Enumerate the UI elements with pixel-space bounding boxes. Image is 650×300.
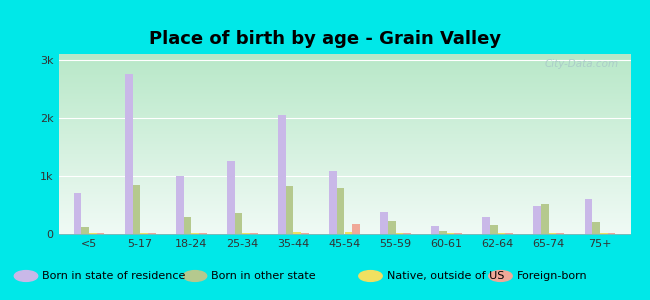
Bar — [278, 115, 286, 234]
Bar — [482, 217, 490, 234]
Bar — [549, 233, 556, 234]
Bar — [541, 204, 549, 234]
Bar — [432, 226, 439, 234]
Bar — [556, 233, 564, 234]
Bar — [344, 232, 352, 234]
Bar — [396, 233, 403, 234]
Bar — [498, 233, 505, 234]
Bar — [352, 224, 360, 234]
Bar — [242, 233, 250, 234]
Bar — [89, 233, 97, 234]
Bar — [534, 206, 541, 234]
Bar — [235, 212, 242, 234]
Bar — [183, 217, 191, 234]
Bar — [447, 233, 454, 234]
Bar — [439, 230, 447, 234]
Bar — [191, 233, 199, 234]
Bar — [454, 233, 462, 234]
Bar — [388, 221, 396, 234]
Bar — [74, 194, 81, 234]
Bar — [140, 233, 148, 234]
Bar — [584, 199, 592, 234]
Bar — [380, 212, 388, 234]
Bar — [403, 233, 411, 234]
Bar — [608, 233, 615, 234]
Bar — [490, 225, 498, 234]
Text: Place of birth by age - Grain Valley: Place of birth by age - Grain Valley — [149, 30, 501, 48]
Bar — [81, 227, 89, 234]
Bar — [329, 171, 337, 234]
Bar — [250, 233, 257, 234]
Bar — [592, 222, 600, 234]
Bar — [506, 233, 513, 234]
Bar — [125, 74, 133, 234]
Text: Born in state of residence: Born in state of residence — [42, 271, 186, 281]
Bar — [600, 233, 608, 234]
Bar — [148, 233, 155, 234]
Bar — [133, 184, 140, 234]
Text: Born in other state: Born in other state — [211, 271, 316, 281]
Text: City-Data.com: City-Data.com — [545, 59, 619, 69]
Text: Native, outside of US: Native, outside of US — [387, 271, 504, 281]
Text: Foreign-born: Foreign-born — [517, 271, 588, 281]
Bar — [97, 233, 105, 234]
Bar — [337, 188, 344, 234]
Bar — [286, 186, 293, 234]
Bar — [227, 161, 235, 234]
Bar — [301, 232, 309, 234]
Bar — [176, 176, 183, 234]
Bar — [199, 233, 207, 234]
Bar — [293, 232, 301, 234]
